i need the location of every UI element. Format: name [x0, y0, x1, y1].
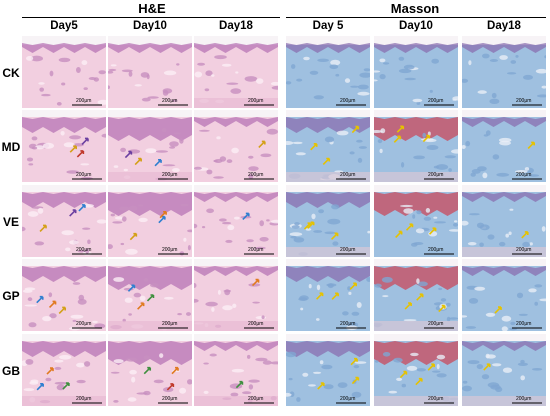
scale-bar-label: 200μm: [76, 172, 91, 178]
masson-group-divider: [286, 17, 546, 18]
micrograph-ve-masson-2: 200μm: [374, 185, 458, 257]
micrograph-ck-masson-1: 200μm: [286, 36, 370, 108]
scale-bar-label: 200μm: [340, 321, 355, 327]
scale-bar-label: 200μm: [516, 396, 531, 402]
col-masson-day10: Day10: [399, 20, 433, 32]
micrograph-gp-masson-1: 200μm: [286, 259, 370, 331]
scale-bar-label: 200μm: [248, 247, 263, 253]
scale-bar-label: 200μm: [428, 396, 443, 402]
micrograph-gp-he-3: 200μm: [194, 259, 278, 331]
row-label-ck: CK: [2, 66, 20, 80]
micrograph-ck-he-3: 200μm: [194, 36, 278, 108]
he-group-title: H&E: [138, 1, 166, 16]
micrograph-ve-he-1: 200μm: [22, 185, 106, 257]
he-group-divider: [22, 17, 280, 18]
micrograph-md-masson-2: 200μm: [374, 110, 458, 182]
scale-bar-label: 200μm: [428, 172, 443, 178]
scale-bar-label: 200μm: [516, 98, 531, 104]
micrograph-gp-masson-3: 200μm: [462, 259, 546, 331]
micrograph-ve-he-2: 200μm: [108, 185, 192, 257]
micrograph-ve-masson-3: 200μm: [462, 185, 546, 257]
micrograph-ck-masson-2: 200μm: [374, 36, 458, 108]
scale-bar-label: 200μm: [76, 396, 91, 402]
micrograph-md-he-2: 200μm: [108, 110, 192, 182]
scale-bar-label: 200μm: [428, 247, 443, 253]
scale-bar-label: 200μm: [248, 396, 263, 402]
micrograph-gp-he-1: 200μm: [22, 259, 106, 331]
row-label-gb: GB: [2, 364, 20, 378]
scale-bar-label: 200μm: [76, 247, 91, 253]
scale-bar-label: 200μm: [428, 98, 443, 104]
row-label-ve: VE: [2, 215, 19, 229]
micrograph-gb-he-2: 200μm: [108, 334, 192, 406]
micrograph-ck-he-1: 200μm: [22, 36, 106, 108]
scale-bar-label: 200μm: [162, 396, 177, 402]
scale-bar-label: 200μm: [428, 321, 443, 327]
scale-bar-label: 200μm: [162, 98, 177, 104]
row-label-gp: GP: [2, 289, 20, 303]
col-he-day10: Day10: [133, 20, 167, 32]
micrograph-ck-masson-3: 200μm: [462, 36, 546, 108]
col-he-day5: Day5: [50, 20, 78, 32]
col-he-day18: Day18: [219, 20, 253, 32]
micrograph-ve-masson-1: 200μm: [286, 185, 370, 257]
scale-bar-label: 200μm: [162, 321, 177, 327]
micrograph-ve-he-3: 200μm: [194, 185, 278, 257]
scale-bar-label: 200μm: [340, 172, 355, 178]
micrograph-md-he-1: 200μm: [22, 110, 106, 182]
micrograph-gp-he-2: 200μm: [108, 259, 192, 331]
col-masson-day5: Day 5: [312, 20, 344, 32]
micrograph-gb-masson-3: 200μm: [462, 334, 546, 406]
micrograph-md-masson-1: 200μm: [286, 110, 370, 182]
col-masson-day18: Day18: [487, 20, 521, 32]
masson-group-title: Masson: [390, 1, 440, 16]
micrograph-gp-masson-2: 200μm: [374, 259, 458, 331]
micrograph-gb-he-1: 200μm: [22, 334, 106, 406]
scale-bar-label: 200μm: [76, 98, 91, 104]
scale-bar-label: 200μm: [162, 247, 177, 253]
row-label-md: MD: [1, 140, 21, 154]
micrograph-md-he-3: 200μm: [194, 110, 278, 182]
scale-bar-label: 200μm: [516, 321, 531, 327]
micrograph-gb-masson-2: 200μm: [374, 334, 458, 406]
scale-bar-label: 200μm: [248, 98, 263, 104]
scale-bar-label: 200μm: [340, 247, 355, 253]
scale-bar-label: 200μm: [516, 247, 531, 253]
scale-bar-label: 200μm: [248, 172, 263, 178]
scale-bar-label: 200μm: [340, 98, 355, 104]
micrograph-ck-he-2: 200μm: [108, 36, 192, 108]
micrograph-gb-he-3: 200μm: [194, 334, 278, 406]
scale-bar-label: 200μm: [516, 172, 531, 178]
micrograph-gb-masson-1: 200μm: [286, 334, 370, 406]
scale-bar-label: 200μm: [76, 321, 91, 327]
scale-bar-label: 200μm: [162, 172, 177, 178]
scale-bar-label: 200μm: [340, 396, 355, 402]
scale-bar-label: 200μm: [248, 321, 263, 327]
micrograph-md-masson-3: 200μm: [462, 110, 546, 182]
